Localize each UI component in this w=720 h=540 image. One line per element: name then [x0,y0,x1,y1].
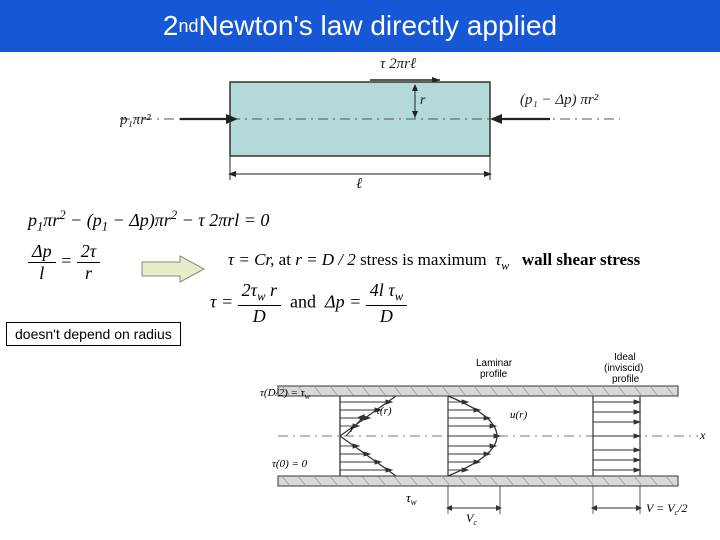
label-vc: Vc [466,511,477,527]
note-radius-independent: doesn't depend on radius [6,322,181,346]
title-prefix: 2 [163,10,179,42]
label-x: x [699,428,706,442]
svg-text:profile: profile [612,374,640,385]
label-tau-r: τ(r) [376,405,392,417]
label-r: r [420,93,426,108]
label-vavg: V = Vc/2 [646,501,687,517]
label-tau-d2: τ(D/2) = τw [260,387,311,401]
equation-tau-dp: τ = 2τw rD and Δp = 4l τwD [210,280,407,327]
label-right-force: (p₁ − Δp) πr² [520,92,599,108]
label-left-force: p₁πr² [120,112,151,128]
equation-block: p1πr2 − (p1 − Δp)πr2 − τ 2πrl = 0 Δpl = … [28,208,698,290]
block-arrow-icon [140,254,208,284]
label-ur: u(r) [510,409,527,421]
label-r2: r [350,423,355,435]
label-tau-top: τ 2πrℓ [380,56,416,72]
title-rest: Newton's law directly applied [198,10,557,42]
label-laminar: Laminar [476,358,513,369]
equation-tau-cr: τ = Cr, at r = D / 2 stress is maximum τ… [228,250,640,273]
label-tau-0: τ(0) = 0 [272,458,308,470]
figure-velocity-profiles: x r τ(D/2) = τw τ(r) τ(0) = 0 Laminar pr… [258,352,708,532]
equation-force-balance: p1πr2 − (p1 − Δp)πr2 − τ 2πrl = 0 [28,208,698,235]
figure-pipe-forces: τ 2πrℓ p₁πr² (p₁ − Δp) πr² r ℓ [120,56,620,196]
title-sup: nd [178,16,198,37]
svg-text:(inviscid): (inviscid) [604,363,643,374]
slide-title-bar: 2nd Newton's law directly applied [0,0,720,52]
label-ell: ℓ [356,176,362,192]
label-ideal: Ideal [614,352,636,363]
label-tauw: τw [406,490,417,507]
svg-text:profile: profile [480,369,508,380]
